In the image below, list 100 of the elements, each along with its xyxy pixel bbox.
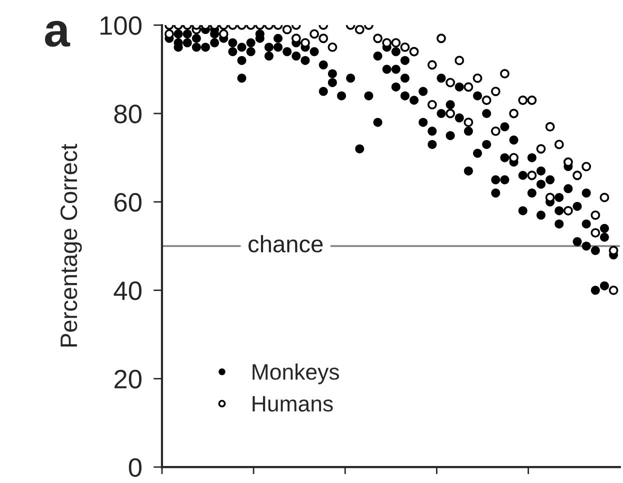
point <box>355 144 364 154</box>
point <box>373 118 382 127</box>
point <box>454 113 464 122</box>
point <box>518 96 528 105</box>
point <box>572 202 582 211</box>
point <box>300 56 310 65</box>
point <box>328 42 338 52</box>
point <box>391 38 401 48</box>
point <box>391 64 400 74</box>
point <box>509 152 519 162</box>
point <box>518 206 528 216</box>
point <box>436 109 446 118</box>
point <box>600 281 609 290</box>
point <box>192 42 201 52</box>
point <box>546 175 555 184</box>
point <box>391 47 400 56</box>
point <box>400 56 410 65</box>
point <box>237 74 246 83</box>
point <box>600 192 610 202</box>
point <box>527 96 537 105</box>
point <box>246 38 256 48</box>
point <box>527 153 536 162</box>
y-tick-label: 80 <box>114 104 142 124</box>
point <box>600 232 609 242</box>
point <box>491 188 500 198</box>
point <box>391 82 400 92</box>
point <box>590 210 600 220</box>
point <box>464 166 473 176</box>
point <box>536 166 546 176</box>
point <box>182 38 192 48</box>
point <box>410 96 419 105</box>
point <box>582 188 591 198</box>
y-tick-label: 20 <box>114 370 142 388</box>
point <box>418 86 428 96</box>
point <box>436 74 446 83</box>
point <box>274 34 283 43</box>
point <box>482 109 492 118</box>
y-axis-title: Percentage Correct <box>60 144 82 347</box>
point <box>328 78 337 88</box>
point <box>382 64 392 74</box>
point <box>500 122 510 132</box>
y-tick-label: 0 <box>128 458 142 477</box>
point <box>237 56 246 65</box>
point <box>473 91 482 100</box>
point <box>373 52 382 61</box>
point <box>572 170 582 180</box>
point <box>418 118 428 127</box>
point <box>590 286 600 295</box>
point <box>228 38 238 48</box>
point <box>428 140 437 149</box>
point <box>436 34 446 44</box>
legend-label: Monkeys <box>252 363 339 384</box>
point <box>564 184 573 194</box>
point <box>318 34 328 44</box>
point <box>454 82 464 92</box>
point <box>446 78 456 88</box>
point <box>454 56 464 66</box>
point <box>490 126 500 136</box>
point <box>237 42 246 52</box>
point <box>310 47 319 56</box>
point <box>582 162 592 172</box>
point <box>428 126 437 136</box>
point <box>572 237 582 246</box>
point <box>382 38 392 48</box>
point <box>590 246 600 256</box>
point <box>473 148 482 158</box>
point <box>509 108 519 118</box>
point <box>427 100 437 110</box>
point <box>318 60 328 70</box>
point <box>427 60 437 70</box>
y-tick-label: 100 <box>100 16 142 35</box>
point <box>373 34 382 44</box>
point <box>464 126 473 136</box>
point <box>318 86 328 96</box>
point <box>328 69 337 78</box>
point <box>201 42 210 52</box>
legend-label: Humans <box>252 396 333 412</box>
point <box>446 100 455 110</box>
point <box>274 42 283 52</box>
point <box>500 153 510 162</box>
point <box>346 74 356 83</box>
point <box>527 188 536 198</box>
point <box>400 91 410 100</box>
point <box>464 82 474 92</box>
point <box>545 122 555 132</box>
point <box>400 42 410 52</box>
point <box>509 136 518 145</box>
point <box>554 192 564 202</box>
point <box>554 140 564 150</box>
point <box>310 29 320 39</box>
point <box>192 34 201 43</box>
point <box>600 224 609 233</box>
point <box>409 46 419 56</box>
point <box>264 52 274 61</box>
point <box>482 96 492 105</box>
point <box>491 175 500 184</box>
point <box>582 242 591 251</box>
point <box>174 29 183 38</box>
point <box>210 38 220 48</box>
point <box>554 219 564 228</box>
